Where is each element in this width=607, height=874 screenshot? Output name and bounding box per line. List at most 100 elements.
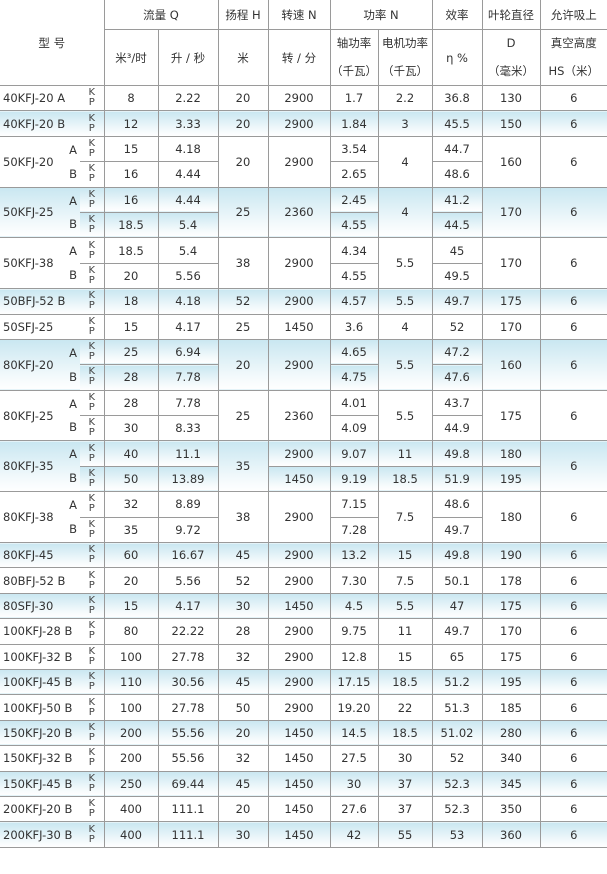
head-cell: 35 (217, 440, 269, 493)
motor-power-cell: 5.5 (377, 288, 433, 315)
flow-ls-cell: 111.1 (157, 795, 219, 823)
speed-cell: 1450 (267, 745, 331, 772)
flow-m3h-cell: 25 (103, 338, 159, 366)
speed-cell: 2900 (267, 110, 331, 137)
kp-p: P (88, 274, 95, 286)
kp-p: P (88, 605, 95, 616)
table-row: 40KFJ-20 A K P 8 2.22 20 2900 1.7 2.2 36.8 130 6 (0, 84, 607, 112)
motor-power-cell: 3 (377, 110, 433, 137)
flow-m3h-cell: 20 (103, 262, 159, 290)
kp-p: P (88, 833, 95, 845)
kp-k: K (88, 595, 96, 606)
model-cell: 80BFJ-52 B (0, 567, 80, 594)
flow-m3h-cell: 100 (103, 694, 159, 721)
impeller-d-cell: 195 (481, 465, 541, 493)
header-power: 功率 N (329, 0, 433, 30)
hs-cell: 6 (539, 770, 607, 797)
variant-b: B (69, 217, 77, 232)
efficiency-cell: 65 (431, 643, 483, 670)
header-head: 扬程 H (217, 0, 269, 30)
table-row: 50BFJ-52 B K P 18 4.18 52 2900 4.57 5.5 49.7 175 6 (0, 288, 607, 315)
efficiency-cell: 49.7 (431, 618, 483, 645)
flow-m3h-cell: 28 (103, 389, 159, 417)
table-row: K P 30 8.33 4.09 44.9 (0, 415, 607, 442)
kp-k: K (88, 798, 96, 810)
head-cell: 30 (217, 592, 269, 620)
variant-b: B (69, 522, 77, 537)
model-name: 80KFJ-35 (3, 459, 54, 474)
motor-power-cell: 15 (377, 643, 433, 670)
kp-k: K (88, 747, 96, 759)
hs-cell: 6 (539, 440, 607, 493)
model-cell: 100KFJ-50 B (0, 694, 80, 721)
efficiency-cell: 51.3 (431, 694, 483, 721)
header-head-unit: 米 (217, 29, 269, 86)
flow-ls-cell: 8.89 (157, 491, 219, 518)
shaft-power-cell: 27.5 (329, 745, 379, 772)
kp-k: K (88, 544, 96, 556)
table-row: 80BFJ-52 B K P 20 5.56 52 2900 7.30 7.5 50.1 178 6 (0, 567, 607, 594)
impeller-d-cell: 350 (481, 795, 541, 823)
shaft-power-cell: 7.15 (329, 491, 379, 518)
head-cell: 52 (217, 288, 269, 315)
table-row: 200KFJ-20 B K P 400 111.1 20 1450 27.6 37 52.3 350… (0, 795, 607, 823)
hs-cell: 6 (539, 84, 607, 112)
motor-power-cell: 7.5 (377, 491, 433, 544)
shaft-power-cell: 14.5 (329, 719, 379, 747)
flow-m3h-cell: 30 (103, 415, 159, 442)
model-name: 80KFJ-38 (3, 510, 54, 525)
variant-a: A (69, 396, 77, 411)
flow-ls-cell: 27.78 (157, 694, 219, 721)
hs-cell: 6 (539, 567, 607, 594)
hs-cell: 6 (539, 288, 607, 315)
flow-ls-cell: 3.33 (157, 110, 219, 137)
motor-power-cell: 18.5 (377, 465, 433, 493)
flow-ls-cell: 4.18 (157, 288, 219, 315)
head-cell: 25 (217, 186, 269, 239)
kp-k: K (88, 163, 96, 175)
flow-m3h-cell: 100 (103, 643, 159, 670)
kp-p: P (88, 681, 95, 693)
speed-cell: 2900 (267, 288, 331, 315)
flow-ls-cell: 16.67 (157, 542, 219, 569)
shaft-power-cell: 17.15 (329, 668, 379, 696)
shaft-power-cell: 4.5 (329, 592, 379, 620)
header-impeller: 叶轮直径 (481, 0, 541, 30)
flow-ls-cell: 111.1 (157, 821, 219, 848)
table-row: 150KFJ-32 B K P 200 55.56 32 1450 27.5 30 52 340 6 (0, 745, 607, 772)
impeller-d-cell: 280 (481, 719, 541, 747)
header-speed-unit: 转 / 分 (267, 29, 331, 86)
kp-k: K (88, 315, 96, 327)
header-hs2: 真空高度 (539, 29, 607, 56)
flow-m3h-cell: 60 (103, 542, 159, 569)
kp-k: K (88, 468, 96, 480)
model-cell: 80KFJ-35 A B (0, 440, 80, 493)
speed-cell: 2900 (267, 491, 331, 544)
flow-ls-cell: 8.33 (157, 415, 219, 442)
speed-cell: 1450 (267, 821, 331, 848)
flow-ls-cell: 27.78 (157, 643, 219, 670)
speed-cell: 1450 (267, 313, 331, 340)
header-eff-unit: η % (431, 29, 483, 86)
kp-p: P (88, 528, 95, 540)
shaft-power-cell: 2.45 (329, 186, 379, 213)
flow-ls-cell: 55.56 (157, 719, 219, 747)
kp-k: K (88, 87, 96, 99)
impeller-d-cell: 150 (481, 110, 541, 137)
hs-cell: 6 (539, 668, 607, 696)
head-cell: 50 (217, 694, 269, 721)
header-hs: 允许吸上 (539, 0, 607, 30)
shaft-power-cell: 4.55 (329, 211, 379, 239)
flow-m3h-cell: 400 (103, 821, 159, 848)
kp-p: P (88, 782, 95, 794)
kp-p: P (88, 97, 95, 109)
